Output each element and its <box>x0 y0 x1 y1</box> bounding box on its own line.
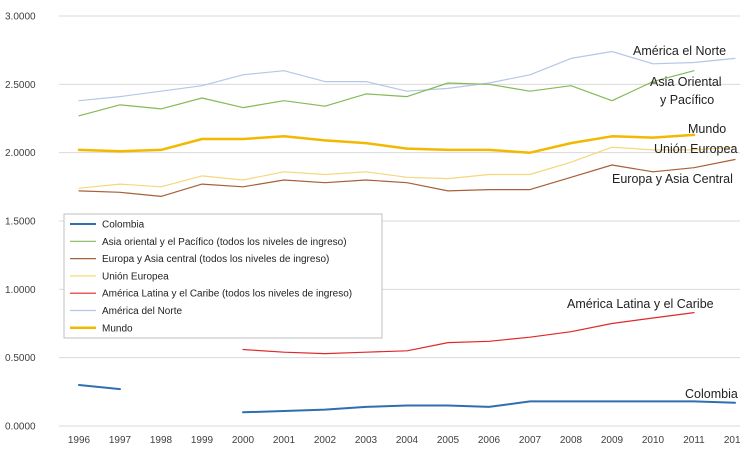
x-tick-label-2006: 2006 <box>478 435 501 446</box>
series-line-5-seg-0 <box>78 50 736 102</box>
y-tick-label-2: 1.0000 <box>5 285 36 296</box>
annotation-europa-asia-central: Europa y Asia Central <box>612 172 733 186</box>
legend-box <box>63 213 383 339</box>
y-tick-label-0: 0.0000 <box>5 422 36 433</box>
x-tick-label-2001: 2001 <box>273 435 296 446</box>
annotation-america-latina: América Latina y el Caribe <box>567 297 714 311</box>
x-tick-label-1998: 1998 <box>150 435 173 446</box>
y-tick-label-3: 1.5000 <box>5 217 36 228</box>
annotation-colombia: Colombia <box>685 387 738 401</box>
series-line-3-seg-0 <box>78 146 736 189</box>
y-axis-tick-labels: 0.0000 0.5000 1.0000 1.5000 2.0000 2.5000 3.00… <box>5 12 36 433</box>
legend-label-5: América del Norte <box>102 306 182 317</box>
x-tick-label-2010: 2010 <box>642 435 665 446</box>
legend-label-1: Asia oriental y el Pacífico (todos los n… <box>102 237 347 248</box>
legend-label-2: Europa y Asia central (todos los niveles… <box>102 254 329 265</box>
x-tick-label-2003: 2003 <box>355 435 378 446</box>
y-tick-label-5: 2.5000 <box>5 80 36 91</box>
series-line-0-seg-1 <box>242 400 736 414</box>
annotation-mundo: Mundo <box>688 122 726 136</box>
legend-label-6: Mundo <box>102 323 133 334</box>
series-lines <box>77 50 736 414</box>
legend: Colombia Asia oriental y el Pacífico (tod… <box>63 213 383 339</box>
annotation-union-europea: Unión Europea <box>654 142 737 156</box>
y-tick-label-1: 0.5000 <box>5 353 36 364</box>
y-tick-label-4: 2.0000 <box>5 148 36 159</box>
x-tick-label-1999: 1999 <box>191 435 214 446</box>
series-annotations: América el Norte Asia Oriental y Pacífic… <box>567 44 738 401</box>
x-axis-tick-labels: 1996 1997 1998 1999 2000 2001 2002 2003 2004 2005… <box>68 435 740 446</box>
legend-label-4: América Latina y el Caribe (todos los ni… <box>102 289 352 300</box>
series-line-0-seg-0 <box>78 384 121 391</box>
legend-label-3: Unión Europea <box>102 271 169 282</box>
x-tick-label-2009: 2009 <box>601 435 624 446</box>
annotation-asia-oriental-line1: Asia Oriental <box>650 75 722 89</box>
annotation-asia-oriental-line2: y Pacífico <box>660 93 714 107</box>
x-tick-label-1996: 1996 <box>68 435 91 446</box>
series-line-4-seg-0 <box>242 312 695 355</box>
series-line-1-seg-0 <box>78 70 695 117</box>
x-tick-label-2000: 2000 <box>232 435 255 446</box>
x-tick-label-1997: 1997 <box>109 435 132 446</box>
y-tick-label-6: 3.0000 <box>5 12 36 23</box>
x-tick-label-2007: 2007 <box>519 435 542 446</box>
series-line-6-seg-0 <box>77 133 696 154</box>
x-tick-label-2004: 2004 <box>396 435 419 446</box>
x-tick-label-2011: 2011 <box>683 435 705 446</box>
x-tick-label-2002: 2002 <box>314 435 337 446</box>
x-tick-label-2008: 2008 <box>560 435 583 446</box>
series-line-2-seg-0 <box>78 158 736 197</box>
legend-label-0: Colombia <box>102 220 145 231</box>
x-tick-label-2012: 2012 <box>724 435 740 446</box>
x-tick-label-2005: 2005 <box>437 435 460 446</box>
annotation-america-del-norte: América el Norte <box>633 44 726 58</box>
